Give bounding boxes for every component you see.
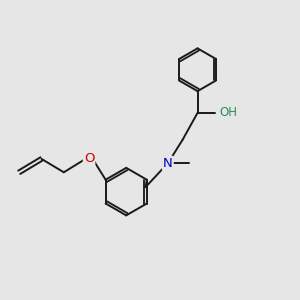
Text: OH: OH <box>220 106 238 119</box>
Text: O: O <box>84 152 94 165</box>
Text: N: N <box>163 157 173 170</box>
